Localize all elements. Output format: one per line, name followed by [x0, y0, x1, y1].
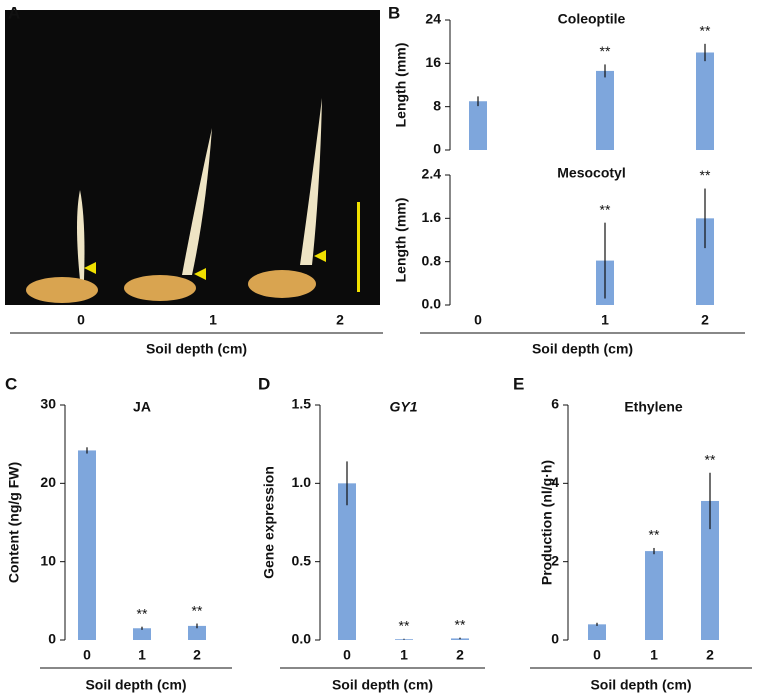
panel-label: C [5, 374, 17, 393]
y-tick-label: 24 [425, 11, 441, 27]
y-tick-label: 0 [433, 141, 441, 157]
y-tick-label: 6 [551, 396, 559, 412]
y-tick-label: 0 [48, 631, 56, 647]
y-axis-label: Gene expression [261, 466, 277, 579]
panel-label: D [258, 374, 270, 393]
y-tick-label: 10 [40, 552, 56, 568]
x-tick-label: 1 [601, 312, 609, 328]
significance: ** [192, 602, 203, 618]
y-tick-label: 1.0 [292, 474, 312, 490]
bar [596, 70, 614, 150]
x-tick-label: 0 [474, 312, 482, 328]
significance: ** [600, 43, 611, 59]
y-tick-label: 2 [551, 552, 559, 568]
x-tick-label: 0 [83, 647, 91, 663]
x-tick-label: 2 [193, 647, 201, 663]
x-axis-label: Soil depth (cm) [532, 341, 633, 357]
x-tick-label: 2 [336, 312, 344, 328]
x-tick-label: 1 [138, 647, 146, 663]
chart-title: GY1 [389, 399, 417, 415]
bar [696, 52, 714, 150]
chart-title: Ethylene [624, 399, 683, 415]
x-tick-label: 1 [400, 647, 408, 663]
significance: ** [700, 23, 711, 39]
panel-label: A [8, 3, 20, 22]
y-tick-label: 0.0 [292, 631, 312, 647]
x-axis-label: Soil depth (cm) [85, 677, 186, 693]
panel-label: B [388, 3, 400, 22]
significance: ** [137, 605, 148, 621]
y-tick-label: 0 [551, 631, 559, 647]
significance: ** [399, 617, 410, 633]
bar [696, 218, 714, 305]
significance: ** [705, 451, 716, 467]
significance: ** [700, 167, 711, 183]
x-tick-label: 1 [209, 312, 217, 328]
y-tick-label: 0.0 [422, 296, 442, 312]
photo [5, 10, 380, 305]
bar [338, 483, 356, 640]
y-tick-label: 8 [433, 97, 441, 113]
significance: ** [455, 616, 466, 632]
y-tick-label: 0.8 [422, 252, 442, 268]
x-axis-label: Soil depth (cm) [146, 341, 247, 357]
x-tick-label: 2 [456, 647, 464, 663]
x-tick-label: 0 [343, 647, 351, 663]
x-axis-label: Soil depth (cm) [590, 677, 691, 693]
y-tick-label: 1.6 [422, 209, 442, 225]
bar [645, 551, 663, 640]
y-axis-label: Length (mm) [393, 198, 409, 283]
x-tick-label: 1 [650, 647, 658, 663]
y-tick-label: 2.4 [422, 166, 442, 182]
x-tick-label: 0 [77, 312, 85, 328]
x-tick-label: 2 [706, 647, 714, 663]
y-tick-label: 30 [40, 396, 56, 412]
y-axis-label: Length (mm) [393, 43, 409, 128]
bar [588, 624, 606, 640]
significance: ** [649, 527, 660, 543]
bar [133, 628, 151, 640]
y-tick-label: 20 [40, 474, 56, 490]
y-tick-label: 4 [551, 474, 559, 490]
y-tick-label: 0.5 [292, 552, 312, 568]
bar [78, 450, 96, 640]
x-tick-label: 2 [701, 312, 709, 328]
x-tick-label: 0 [593, 647, 601, 663]
y-tick-label: 16 [425, 54, 441, 70]
y-axis-label: Production (nl/g·h) [539, 460, 555, 585]
x-axis-label: Soil depth (cm) [332, 677, 433, 693]
chart-title: Coleoptile [558, 11, 626, 27]
bar [188, 625, 206, 640]
panel-label: E [513, 374, 524, 393]
bar [469, 101, 487, 150]
chart-title: JA [133, 399, 151, 415]
y-tick-label: 1.5 [292, 396, 312, 412]
y-axis-label: Content (ng/g FW) [6, 462, 22, 583]
significance: ** [600, 201, 611, 217]
chart-title: Mesocotyl [557, 165, 625, 181]
bar [701, 500, 719, 640]
